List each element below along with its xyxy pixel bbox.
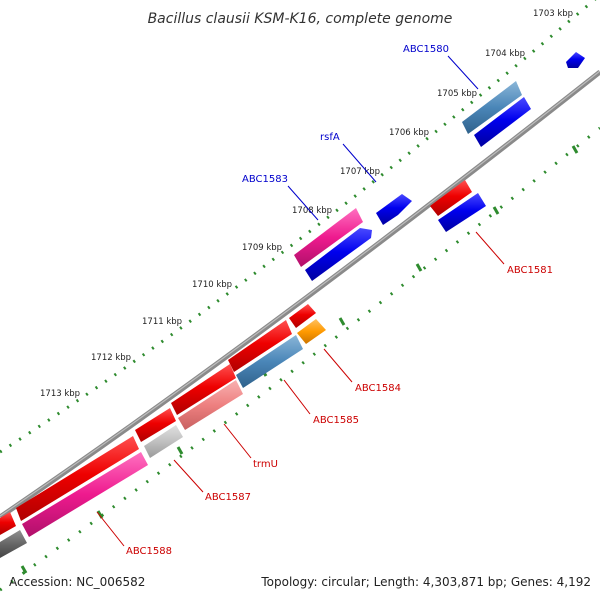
gene-feature (0, 530, 27, 558)
gene-feature (376, 194, 412, 225)
tick-label-1706: 1706 kbp (389, 128, 429, 138)
tick-label-1703: 1703 kbp (533, 9, 573, 19)
genome-summary-text: Topology: circular; Length: 4,303,871 bp… (260, 575, 591, 589)
gene-label-rsfa: rsfA (320, 132, 340, 143)
tick-label-1705: 1705 kbp (437, 89, 477, 99)
gene-feature-abc1583 (294, 208, 363, 267)
tick-label-1711: 1711 kbp (142, 317, 182, 327)
tick-label-1713: 1713 kbp (40, 389, 80, 399)
tick-label-1712: 1712 kbp (91, 353, 131, 363)
gene-feature-trmu (178, 380, 243, 430)
gene-label-abc1588: ABC1588 (126, 546, 172, 557)
label-leader-lines (96, 55, 505, 547)
gene-label-abc1580: ABC1580 (403, 44, 449, 55)
tick-label-1707: 1707 kbp (340, 167, 380, 177)
gene-label-abc1584: ABC1584 (355, 383, 401, 394)
gene-feature-abc1588 (22, 452, 148, 537)
gene-label-abc1587: ABC1587 (205, 492, 251, 503)
genome-backbone (0, 70, 600, 520)
gene-feature-abc1581 (430, 180, 472, 216)
gene-feature (0, 512, 16, 535)
gene-labels: ABC1580 rsfA ABC1583 ABC1581 ABC1584 ABC… (126, 44, 553, 557)
gene-feature (135, 408, 176, 442)
outer-tick-ring (0, 0, 597, 454)
tick-label-1710: 1710 kbp (192, 280, 232, 290)
tick-label-1704: 1704 kbp (485, 49, 525, 59)
gene-label-abc1581: ABC1581 (507, 265, 553, 276)
gene-label-abc1585: ABC1585 (313, 415, 359, 426)
accession-text: Accession: NC_006582 (9, 575, 145, 589)
tick-label-1709: 1709 kbp (242, 243, 282, 253)
gene-feature (16, 436, 139, 521)
inner-tick-ring (0, 126, 600, 592)
gene-feature-abc1585 (236, 335, 303, 388)
gene-feature (228, 320, 292, 372)
gene-feature-abc1584 (297, 319, 326, 344)
map-title: Bacillus clausii KSM-K16, complete genom… (148, 11, 453, 27)
gene-feature-abc1580 (462, 81, 522, 134)
gene-feature (289, 304, 316, 328)
gene-label-trmu: trmU (253, 459, 278, 470)
gene-feature (305, 228, 372, 281)
gene-feature-abc1587 (144, 425, 183, 458)
forward-strand-features (294, 52, 585, 281)
gene-label-abc1583: ABC1583 (242, 174, 288, 185)
genome-backbone-highlight (0, 70, 600, 517)
gene-feature (438, 193, 486, 232)
gene-feature (171, 364, 236, 415)
kbp-tick-labels: 1703 kbp 1704 kbp 1705 kbp 1706 kbp 1707… (40, 9, 573, 399)
tick-label-1708: 1708 kbp (292, 206, 332, 216)
reverse-strand-features (0, 180, 486, 558)
gene-feature (474, 97, 531, 147)
gene-feature (566, 52, 585, 68)
